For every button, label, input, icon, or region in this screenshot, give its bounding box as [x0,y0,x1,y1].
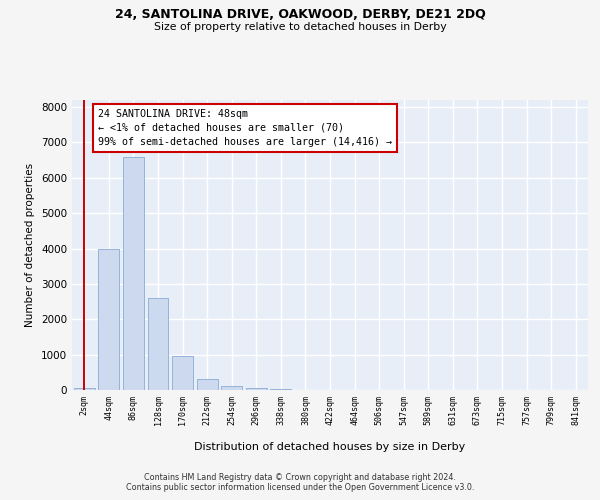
Bar [74,388,95,390]
Y-axis label: Number of detached properties: Number of detached properties [25,163,35,327]
Bar [98,248,119,390]
Bar [221,386,242,390]
Bar [123,156,144,390]
Bar [271,389,292,390]
Bar [197,378,218,390]
Text: 24 SANTOLINA DRIVE: 48sqm
← <1% of detached houses are smaller (70)
99% of semi-: 24 SANTOLINA DRIVE: 48sqm ← <1% of detac… [98,108,392,146]
Text: Contains public sector information licensed under the Open Government Licence v3: Contains public sector information licen… [126,482,474,492]
Bar [246,388,267,390]
Text: Distribution of detached houses by size in Derby: Distribution of detached houses by size … [194,442,466,452]
Bar [172,356,193,390]
Text: 24, SANTOLINA DRIVE, OAKWOOD, DERBY, DE21 2DQ: 24, SANTOLINA DRIVE, OAKWOOD, DERBY, DE2… [115,8,485,20]
Bar [148,298,169,390]
Text: Size of property relative to detached houses in Derby: Size of property relative to detached ho… [154,22,446,32]
Text: Contains HM Land Registry data © Crown copyright and database right 2024.: Contains HM Land Registry data © Crown c… [144,472,456,482]
